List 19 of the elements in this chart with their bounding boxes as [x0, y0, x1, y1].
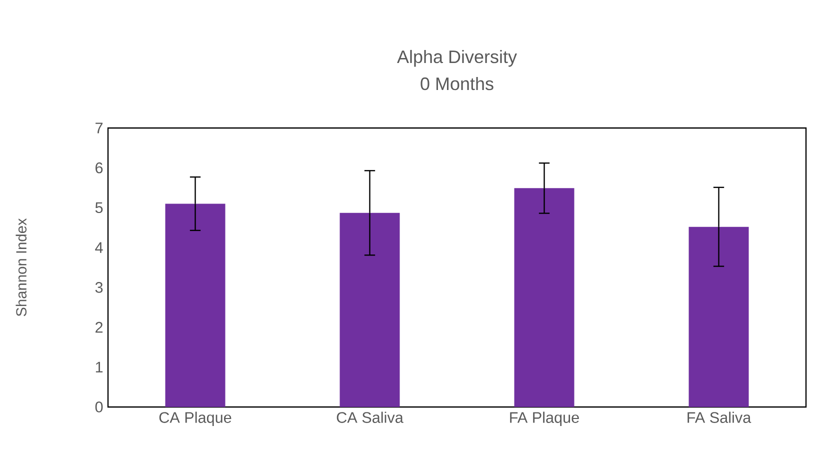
y-tick-label: 5: [95, 202, 103, 214]
bar: [165, 204, 226, 407]
x-tick-label: CA Saliva: [336, 412, 404, 423]
bar: [340, 212, 400, 407]
y-axis-title: Shannon Index: [16, 218, 27, 316]
y-tick-label: 2: [96, 322, 103, 333]
bar: [688, 226, 749, 407]
bar: [514, 188, 574, 407]
x-tick-label: CA Plaque: [159, 412, 232, 426]
chart-subtitle: 0 Months: [420, 76, 494, 90]
y-tick-label: 4: [95, 242, 103, 253]
y-tick-label: 0: [95, 402, 103, 412]
y-tick-label: 1: [96, 362, 103, 372]
chart-title: Alpha Diversity: [397, 50, 517, 67]
y-tick-label: 3: [95, 282, 103, 293]
x-tick-label: FA Plaque: [510, 412, 579, 426]
y-tick-label: 7: [96, 122, 103, 134]
y-tick-label: 6: [96, 162, 103, 174]
x-tick-label: FA Saliva: [688, 412, 752, 423]
